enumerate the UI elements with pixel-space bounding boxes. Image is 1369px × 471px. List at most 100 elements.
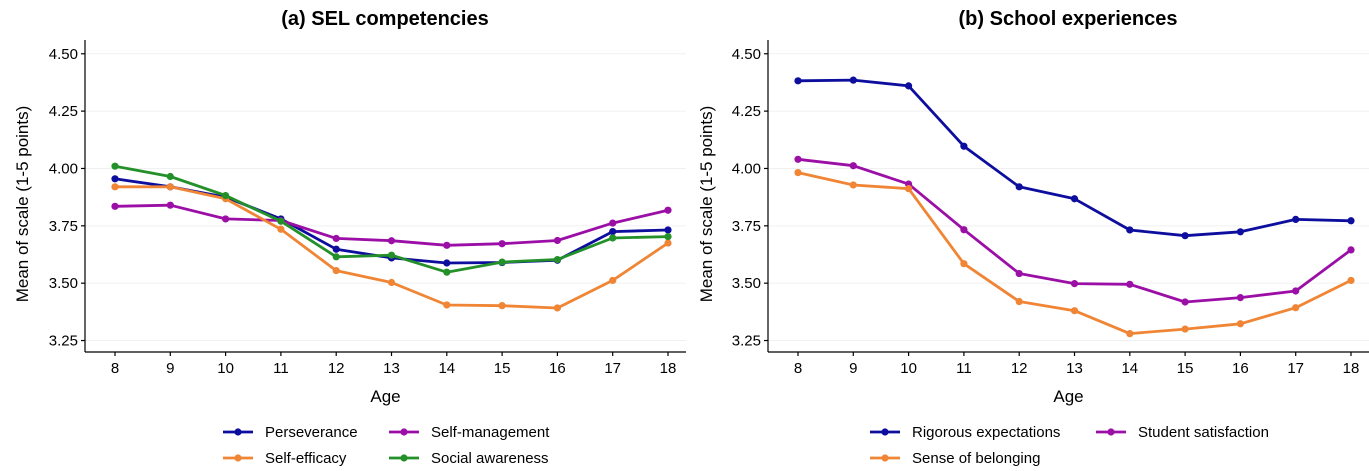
data-point [1126,226,1134,234]
data-point [960,142,968,150]
x-tick-label: 15 [1177,360,1194,377]
data-point [332,266,340,275]
data-point [1126,280,1134,288]
data-point [332,234,340,243]
data-point [111,202,119,210]
data-point [166,201,174,209]
data-point [443,259,451,267]
chart-title: (a) SEL competencies [281,8,488,30]
y-tick-label: 3.50 [49,275,78,292]
data-point [498,302,506,310]
data-point [111,175,119,183]
data-point [332,253,340,261]
y-tick-label: 3.75 [732,218,761,235]
y-tick-label: 4.50 [732,46,761,63]
data-point [794,77,802,85]
legend-label: Student satisfaction [1138,424,1269,441]
data-point [332,245,340,253]
data-point [111,162,119,170]
data-point [849,76,857,84]
y-tick-label: 4.00 [732,160,761,177]
data-point [443,301,451,309]
x-tick-label: 11 [956,360,972,377]
data-point [960,260,968,268]
legend-swatch-point [881,428,889,436]
legend-swatch-point [1107,428,1115,436]
data-point [1181,232,1189,240]
data-point [166,172,174,181]
legend-swatch-point [234,428,242,436]
data-point [387,251,396,259]
data-point [1236,228,1244,236]
series-self-management [111,201,672,249]
chart-panel-b: 3.25 3.50 3.75 4.00 4.25 4.50 8 9 10 11 12 13 14 15 16… [697,8,1369,467]
data-point [1347,246,1355,254]
y-tick-label: 4.50 [49,46,78,63]
data-point [553,236,562,245]
data-point [277,225,285,233]
data-point [1292,287,1300,295]
data-point [222,191,230,200]
legend-label: Sense of belonging [912,450,1040,467]
data-point [443,268,451,276]
data-point [387,237,396,245]
legend-item: Social awareness [389,450,549,467]
data-point [277,217,285,225]
data-point [222,215,230,223]
data-point [794,155,802,163]
data-point [794,169,802,177]
series-student-satisfaction [794,155,1355,306]
x-tick-label: 13 [383,360,400,377]
legend-label: Social awareness [431,450,549,467]
x-tick-label: 11 [273,360,289,377]
series-self-efficacy [111,183,672,312]
x-tick-label: 9 [166,360,174,377]
y-tick-label: 4.25 [49,103,78,120]
legend-label: Self-management [431,424,550,441]
data-point [443,241,451,249]
y-tick-label: 3.50 [732,275,761,292]
data-point [387,278,396,287]
data-point [664,206,672,214]
data-point [905,185,913,193]
data-point [664,233,672,241]
legend-swatch-point [400,454,408,462]
x-tick-label: 15 [494,360,511,377]
x-tick-label: 12 [328,360,345,377]
legend-label: Self-efficacy [265,450,347,467]
data-point [553,255,562,264]
x-tick-label: 10 [217,360,234,377]
data-point [609,219,617,227]
data-point [1070,195,1079,203]
data-point [498,258,506,266]
series-sense-of-belonging [794,169,1355,338]
y-tick-label: 3.25 [49,333,78,350]
legend-item: Sense of belonging [870,450,1040,467]
y-tick-label: 4.25 [732,103,761,120]
data-point [1347,217,1355,225]
data-point [609,227,617,236]
data-point [609,234,617,242]
data-point [849,181,857,189]
x-tick-label: 17 [604,360,621,377]
data-point [111,183,119,191]
data-point [1015,297,1023,306]
x-tick-label: 13 [1066,360,1083,377]
x-tick-label: 9 [849,360,857,377]
y-axis-label: Mean of scale (1-5 points) [13,106,32,303]
x-tick-label: 17 [1287,360,1304,377]
x-tick-label: 8 [111,360,119,377]
x-axis-label: Age [1053,387,1083,406]
legend-item: Self-management [389,424,550,441]
data-point [166,183,174,191]
y-tick-label: 4.00 [49,160,78,177]
chart-title: (b) School experiences [959,8,1178,30]
data-point [664,239,672,247]
legend-item: Self-efficacy [223,450,347,467]
data-point [1070,280,1079,288]
x-tick-label: 8 [794,360,802,377]
x-tick-label: 16 [549,360,566,377]
legend-swatch-point [400,428,408,436]
